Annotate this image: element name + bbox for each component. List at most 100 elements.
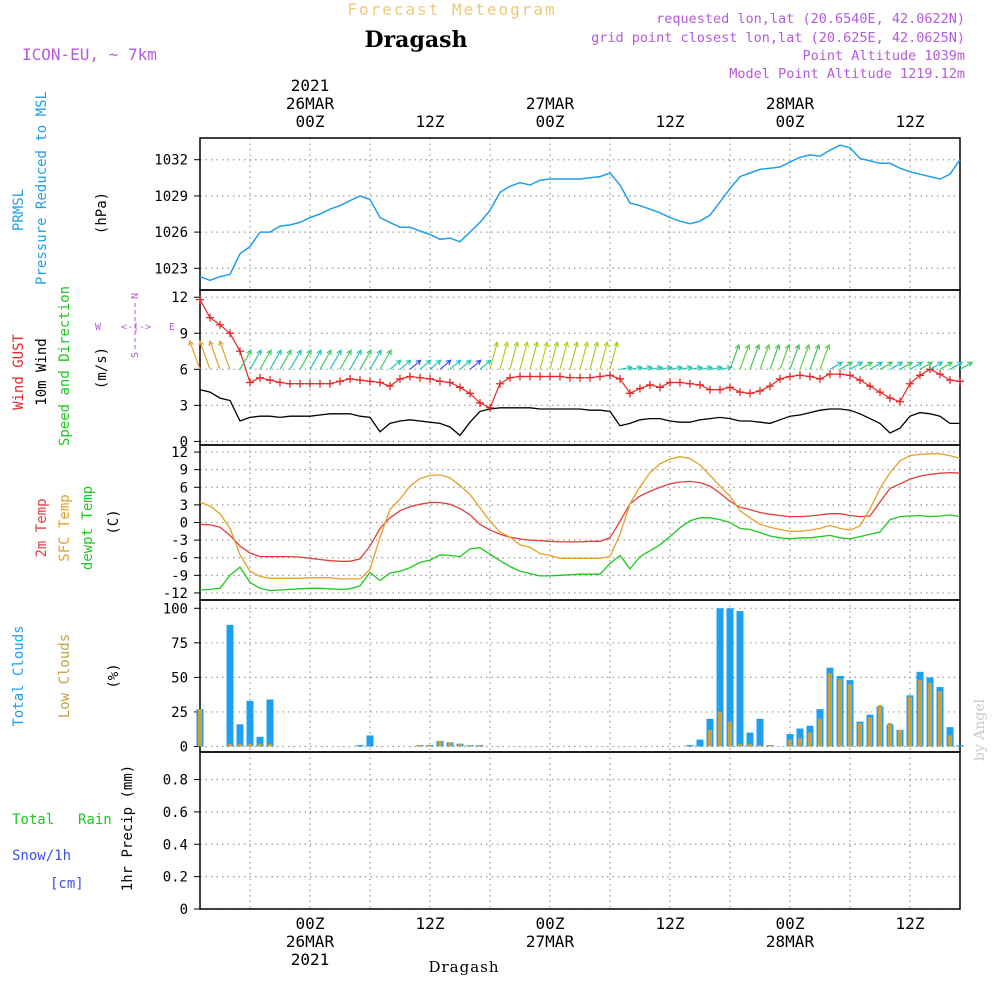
low-cloud-bar	[848, 684, 852, 747]
wind-arrow-head	[485, 359, 492, 366]
wind-arrow-head	[734, 343, 741, 350]
gust-marker	[336, 377, 344, 386]
wind-direction-arrow	[259, 349, 272, 370]
wind-arrow-head	[573, 341, 580, 348]
compass-w: W	[95, 322, 102, 333]
y-tick-label: 6	[180, 480, 188, 496]
y-tick-label: 0.6	[163, 805, 188, 821]
precip-rain-label: Rain	[78, 812, 112, 828]
wind-arrow-head	[455, 359, 462, 366]
wind-arrow-head	[867, 361, 874, 367]
wind-arrow-head	[286, 349, 292, 356]
wind-direction-arrow	[409, 359, 422, 370]
bottom-time-label: 27MAR	[526, 932, 575, 951]
gust-marker	[856, 376, 864, 385]
total-cloud-bar	[726, 608, 734, 747]
total-cloud-bar	[266, 699, 274, 747]
wind-direction-arrow	[199, 340, 211, 370]
gust-line	[199, 299, 961, 409]
wind-speed-dir-label: Speed and Direction	[57, 286, 73, 446]
wind-direction-arrow	[439, 359, 452, 370]
y-tick-label: 0.4	[163, 837, 188, 853]
top-time-label: 12Z	[416, 112, 445, 131]
y-tick-label: 9	[180, 326, 188, 342]
wind-arrow-head	[804, 343, 811, 350]
wind-direction-arrow	[919, 361, 933, 370]
bottom-time-label: 00Z	[536, 914, 565, 933]
wind-direction-arrow	[489, 342, 498, 370]
low-cloud-bar	[718, 711, 722, 747]
wind-direction-arrow	[249, 349, 262, 370]
gust-marker	[196, 295, 204, 304]
wind-direction-arrow	[429, 359, 442, 370]
wind-direction-arrow	[329, 349, 342, 370]
low-cloud-bar	[808, 732, 812, 747]
low-cloud-bar	[268, 743, 272, 747]
y-tick-label: 1032	[154, 153, 188, 169]
gust-marker	[486, 403, 494, 412]
low-cloud-bar	[248, 743, 252, 747]
wind-arrow-head	[676, 365, 684, 371]
wind-direction-arrow	[519, 342, 528, 370]
gust-marker	[226, 329, 234, 338]
gust-marker	[666, 378, 674, 387]
wind-direction-arrow	[769, 344, 780, 370]
total-cloud-bar	[956, 745, 964, 747]
panel-frame	[199, 137, 961, 291]
wind-direction-arrow	[739, 344, 750, 370]
wind-arrow-head	[847, 361, 854, 367]
pressure-unit: (hPa)	[94, 192, 110, 234]
wind-arrow-head	[583, 341, 590, 348]
y-tick-label: 12	[171, 290, 188, 306]
wind-direction-arrow	[209, 340, 221, 370]
wind-arrow-head	[326, 349, 332, 356]
low-cloud-bar	[898, 729, 902, 747]
gust-marker	[816, 374, 824, 383]
wind-direction-arrow	[709, 366, 722, 370]
wind-direction-arrow	[459, 359, 472, 370]
y-tick-label: 6	[180, 362, 188, 378]
wind-arrow-head	[405, 359, 412, 366]
footer-location: Dragash	[428, 958, 499, 976]
wind-direction-arrow	[339, 349, 352, 370]
gust-marker	[406, 372, 414, 381]
gust-marker	[416, 373, 424, 382]
low-cloud-bar	[708, 729, 712, 747]
wind-arrow-head	[553, 341, 560, 348]
panel-frame	[199, 751, 961, 910]
wind-direction-arrow	[289, 349, 302, 370]
wind-direction-arrow	[639, 366, 652, 370]
credit: by Angel	[972, 698, 988, 761]
bottom-time-label: 12Z	[656, 914, 685, 933]
wind-direction-arrow	[779, 344, 790, 370]
top-time-label: 26MAR	[286, 94, 335, 113]
gust-marker	[736, 388, 744, 397]
low-cloud-bar	[818, 718, 822, 747]
gust-marker	[566, 373, 574, 382]
y-tick-label: 0.2	[163, 870, 188, 886]
low-cloud-bar	[458, 743, 462, 747]
wind-arrow-head	[356, 349, 362, 356]
low-cloud-bar	[758, 745, 762, 747]
pressure-panel: 1023 1026 1029 1032	[154, 137, 961, 291]
wind-arrow-head	[764, 343, 771, 350]
gust-marker	[626, 389, 634, 398]
gust-marker	[946, 376, 954, 385]
wind-unit: (m/s)	[94, 347, 110, 389]
wind-arrow-head	[613, 341, 620, 348]
y-tick-label: 0.8	[163, 773, 188, 789]
y-tick-label: -9	[171, 568, 188, 584]
wind-arrow-head	[646, 365, 654, 371]
gust-marker	[876, 388, 884, 397]
low-cloud-bar	[798, 738, 802, 747]
low-clouds-label: Low Clouds	[57, 634, 73, 718]
gust-marker	[496, 379, 504, 388]
gust-marker	[576, 373, 584, 382]
wind-direction-arrow	[549, 342, 558, 370]
wind-direction-arrow	[789, 344, 800, 370]
low-cloud-bar	[878, 705, 882, 747]
gust-marker	[756, 386, 764, 395]
top-time-label: 12Z	[896, 112, 925, 131]
gust-marker	[236, 347, 244, 356]
